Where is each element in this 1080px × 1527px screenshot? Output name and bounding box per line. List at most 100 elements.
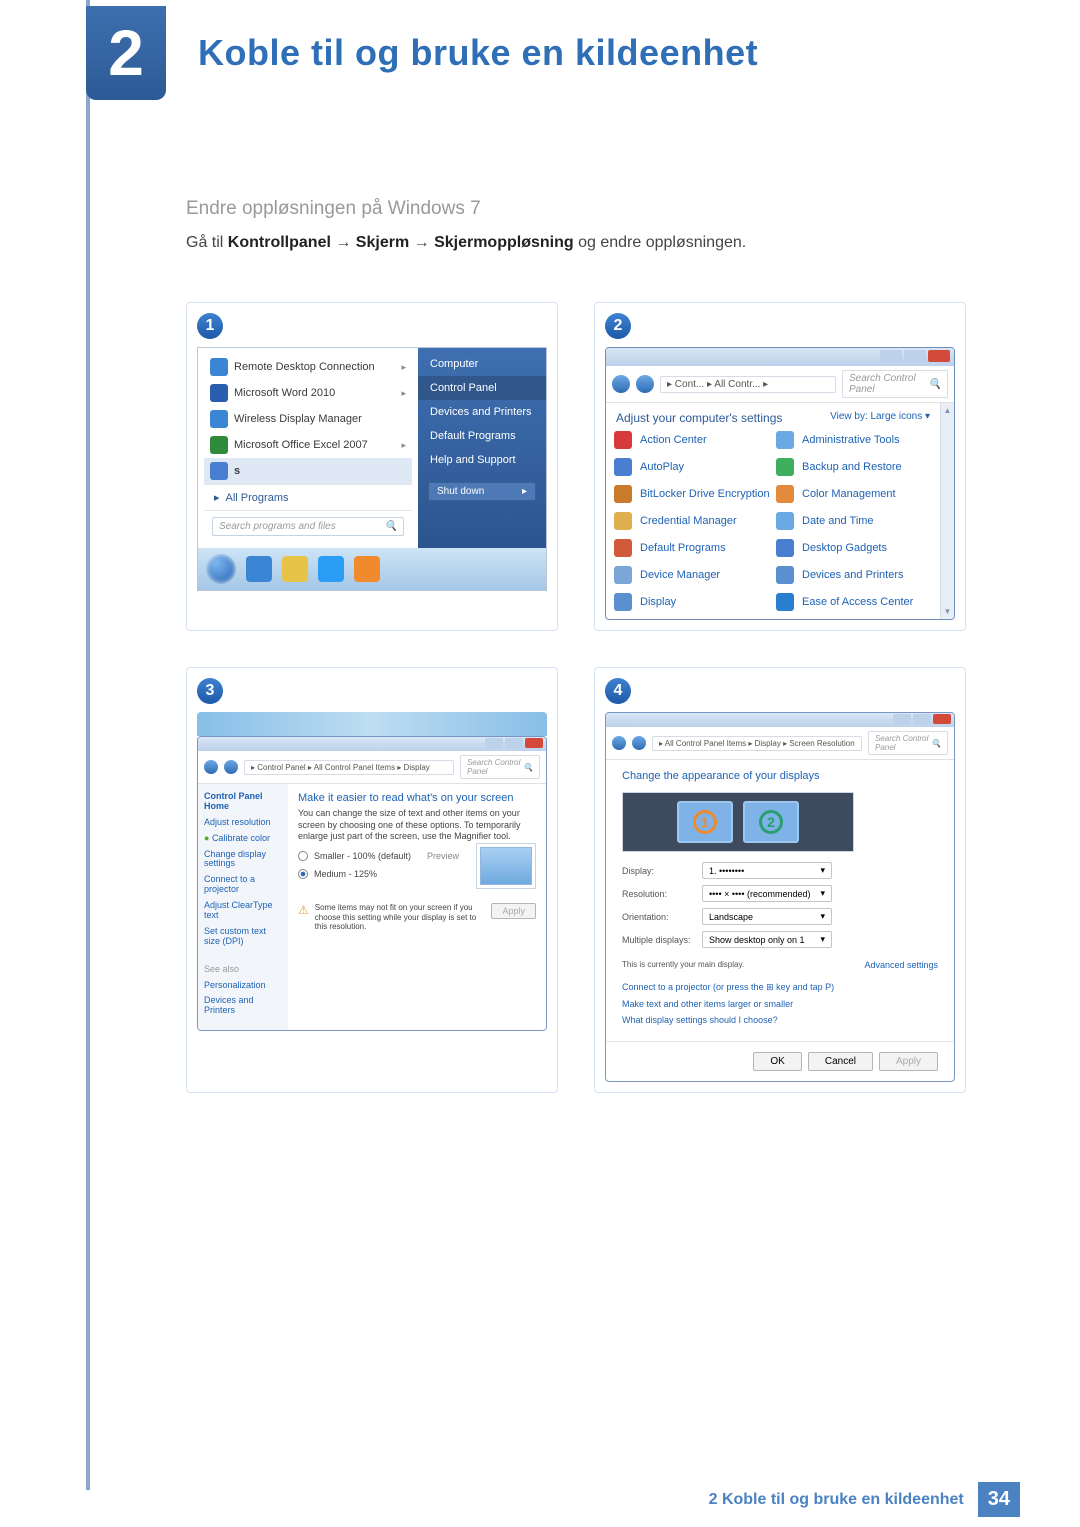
- cancel-button[interactable]: Cancel: [808, 1052, 873, 1071]
- scroll-down-icon[interactable]: ▼: [944, 607, 952, 616]
- cp-item-label: Display: [640, 596, 676, 608]
- search-input[interactable]: Search Control Panel🔍: [868, 731, 948, 755]
- minimize-button[interactable]: [485, 738, 503, 748]
- close-button[interactable]: [928, 350, 950, 362]
- control-panel-item[interactable]: Device Manager: [614, 566, 770, 584]
- start-orb-icon[interactable]: [206, 554, 236, 584]
- search-placeholder: Search Control Panel: [849, 373, 929, 395]
- breadcrumb[interactable]: ▸ Cont... ▸ All Contr... ▸: [660, 376, 836, 393]
- dialog-buttons: OK Cancel Apply: [606, 1041, 954, 1081]
- maximize-button[interactable]: [505, 738, 523, 748]
- breadcrumb[interactable]: ▸ All Control Panel Items ▸ Display ▸ Sc…: [652, 736, 862, 751]
- start-search-row: Search programs and files🔍: [204, 510, 412, 542]
- nav-forward-icon[interactable]: [632, 736, 646, 750]
- start-right-item[interactable]: Computer: [418, 352, 546, 376]
- control-panel-item[interactable]: Display: [614, 593, 770, 611]
- start-right-item[interactable]: Help and Support: [418, 448, 546, 472]
- control-panel-item[interactable]: Ease of Access Center: [776, 593, 932, 611]
- ok-button[interactable]: OK: [753, 1052, 801, 1071]
- scroll-up-icon[interactable]: ▲: [944, 406, 952, 415]
- panel-4: 4 ▸ All Control Panel Items ▸ Display ▸ …: [594, 667, 966, 1093]
- nav-forward-icon[interactable]: [636, 375, 654, 393]
- control-panel-item[interactable]: Credential Manager: [614, 512, 770, 530]
- radio-option-smaller[interactable]: Smaller - 100% (default)Preview: [298, 851, 468, 861]
- nav-back-icon[interactable]: [612, 375, 630, 393]
- start-menu-item[interactable]: Microsoft Office Excel 2007▸: [204, 432, 412, 458]
- setting-dropdown[interactable]: Landscape▾: [702, 908, 832, 925]
- larger-text-link[interactable]: Make text and other items larger or smal…: [622, 999, 938, 1009]
- start-right-item[interactable]: Default Programs: [418, 424, 546, 448]
- control-panel-item[interactable]: Administrative Tools: [776, 431, 932, 449]
- start-right-item[interactable]: Control Panel: [418, 376, 546, 400]
- apply-button[interactable]: Apply: [879, 1052, 938, 1071]
- control-panel-item[interactable]: Devices and Printers: [776, 566, 932, 584]
- setting-dropdown[interactable]: •••• × •••• (recommended)▾: [702, 885, 832, 902]
- chevron-right-icon: ▸: [214, 491, 220, 504]
- close-button[interactable]: [525, 738, 543, 748]
- search-input[interactable]: Search Control Panel🔍: [460, 755, 540, 779]
- control-panel-item[interactable]: Backup and Restore: [776, 458, 932, 476]
- minimize-button[interactable]: [893, 714, 911, 724]
- nav-back-icon[interactable]: [204, 760, 218, 774]
- monitor-1-icon[interactable]: 1: [677, 801, 733, 843]
- control-panel-item[interactable]: Desktop Gadgets: [776, 539, 932, 557]
- start-menu-item[interactable]: Wireless Display Manager: [204, 406, 412, 432]
- projector-link[interactable]: Connect to a projector (or press the ⊞ k…: [622, 982, 938, 993]
- close-button[interactable]: [933, 714, 951, 724]
- apply-button[interactable]: Apply: [491, 903, 536, 919]
- start-menu-item[interactable]: Remote Desktop Connection▸: [204, 354, 412, 380]
- taskbar-app-icon[interactable]: [282, 556, 308, 582]
- minimize-button[interactable]: [880, 350, 902, 362]
- radio-option-medium[interactable]: Medium - 125%: [298, 869, 468, 879]
- control-panel-item[interactable]: AutoPlay: [614, 458, 770, 476]
- shutdown-button[interactable]: Shut down▸: [428, 482, 536, 501]
- taskbar-app-icon[interactable]: [354, 556, 380, 582]
- control-panel-item[interactable]: Default Programs: [614, 539, 770, 557]
- advanced-settings-link[interactable]: Advanced settings: [864, 960, 938, 970]
- best-settings-link[interactable]: What display settings should I choose?: [622, 1015, 938, 1025]
- cp-item-icon: [776, 566, 794, 584]
- chevron-down-icon: ▾: [820, 934, 825, 945]
- breadcrumb[interactable]: ▸ Control Panel ▸ All Control Panel Item…: [244, 760, 454, 775]
- sidebar-link[interactable]: Adjust resolution: [204, 818, 282, 828]
- monitor-2-icon[interactable]: 2: [743, 801, 799, 843]
- start-right-item[interactable]: Devices and Printers: [418, 400, 546, 424]
- start-menu-highlight[interactable]: s: [204, 458, 412, 484]
- search-input[interactable]: Search Control Panel🔍: [842, 370, 948, 398]
- sidebar-home[interactable]: Control Panel Home: [204, 792, 282, 812]
- setting-label: Orientation:: [622, 912, 692, 922]
- start-menu-item[interactable]: Microsoft Word 2010▸: [204, 380, 412, 406]
- taskbar-app-icon[interactable]: [246, 556, 272, 582]
- nav-forward-icon[interactable]: [224, 760, 238, 774]
- sidebar-link[interactable]: Change display settings: [204, 850, 282, 870]
- sidebar-link[interactable]: Connect to a projector: [204, 875, 282, 895]
- taskbar-app-icon[interactable]: [318, 556, 344, 582]
- nav-back-icon[interactable]: [612, 736, 626, 750]
- maximize-button[interactable]: [913, 714, 931, 724]
- display-arrangement[interactable]: 1 2: [622, 792, 854, 852]
- control-panel-item[interactable]: Date and Time: [776, 512, 932, 530]
- sidebar-link[interactable]: Adjust ClearType text: [204, 901, 282, 921]
- sidebar-link[interactable]: Calibrate color: [204, 834, 282, 844]
- step-badge-3: 3: [197, 678, 223, 704]
- cp-item-label: Ease of Access Center: [802, 596, 913, 608]
- start-menu-left: Remote Desktop Connection▸Microsoft Word…: [198, 348, 418, 548]
- control-panel-item[interactable]: BitLocker Drive Encryption: [614, 485, 770, 503]
- sidebar-link[interactable]: Set custom text size (DPI): [204, 927, 282, 947]
- panel-3: 3 ▸ Control Panel ▸ All Control Panel It…: [186, 667, 558, 1093]
- all-programs[interactable]: ▸All Programs: [204, 484, 412, 510]
- control-panel-item[interactable]: Color Management: [776, 485, 932, 503]
- setting-row: Multiple displays:Show desktop only on 1…: [622, 931, 938, 948]
- scrollbar[interactable]: ▲ ▼: [940, 403, 954, 619]
- setting-dropdown[interactable]: 1. ••••••••▾: [702, 862, 832, 879]
- search-input[interactable]: Search programs and files🔍: [212, 517, 404, 536]
- control-panel-item[interactable]: Action Center: [614, 431, 770, 449]
- setting-dropdown[interactable]: Show desktop only on 1▾: [702, 931, 832, 948]
- radio-label: Smaller - 100% (default): [314, 851, 411, 861]
- sidebar-link[interactable]: Devices and Printers: [204, 996, 282, 1016]
- cp-viewby[interactable]: View by: Large icons ▾: [830, 411, 930, 425]
- maximize-button[interactable]: [904, 350, 926, 362]
- address-bar: ▸ Control Panel ▸ All Control Panel Item…: [198, 751, 546, 784]
- sidebar-link[interactable]: Personalization: [204, 981, 282, 991]
- start-menu-item-label: s: [234, 465, 240, 477]
